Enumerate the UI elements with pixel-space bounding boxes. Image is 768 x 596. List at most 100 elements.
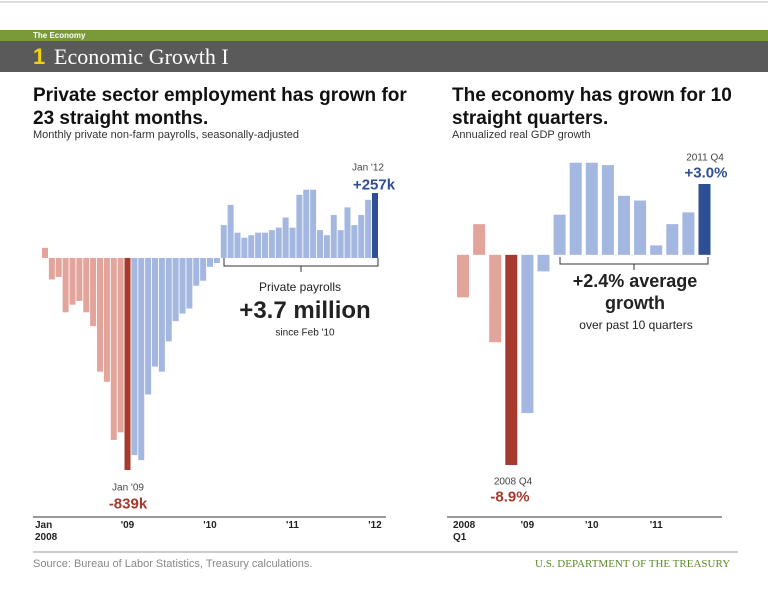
x-tick-label: '09	[520, 520, 535, 531]
x-tick-label: '12	[368, 520, 382, 531]
bracket	[223, 258, 379, 272]
annotation: +2.4% average growth	[572, 271, 698, 313]
section-band	[0, 30, 768, 41]
bar	[186, 257, 193, 309]
bar	[282, 217, 289, 258]
bar	[296, 194, 303, 258]
bar	[537, 254, 550, 272]
bar	[666, 224, 679, 255]
bar	[634, 200, 647, 255]
bar	[117, 257, 124, 433]
bar	[601, 165, 614, 255]
bar	[310, 189, 317, 258]
annotation: 2011 Q4	[686, 152, 724, 164]
bar	[145, 257, 152, 395]
bar	[344, 207, 351, 258]
bracket	[559, 257, 709, 270]
annotation: since Feb '10	[275, 327, 335, 339]
section-label: The Economy	[33, 31, 86, 40]
bar	[317, 230, 323, 258]
bar	[618, 195, 630, 255]
bar	[365, 199, 372, 258]
chart-title: Private sector employment has grown for …	[33, 85, 407, 129]
bar	[330, 214, 337, 258]
bar	[42, 247, 48, 258]
bar	[76, 257, 83, 301]
bar	[124, 257, 131, 470]
value-label: +257k	[352, 176, 396, 194]
bar	[220, 225, 227, 258]
section-title: Economic Growth I	[54, 44, 229, 69]
chart-subtitle: Annualized real GDP growth	[452, 129, 591, 141]
bar	[83, 257, 90, 313]
bar	[255, 232, 262, 258]
bar	[521, 254, 534, 414]
annotation: Jan '12	[352, 162, 384, 174]
bar	[213, 257, 220, 264]
x-tick-label: '11	[286, 520, 299, 531]
bar	[457, 254, 469, 298]
bar	[489, 254, 502, 343]
section-number: 1	[33, 44, 46, 69]
bar	[227, 204, 234, 258]
bar	[682, 212, 695, 255]
bar	[289, 227, 296, 258]
bar	[103, 257, 110, 382]
bar	[268, 230, 275, 258]
x-tick-label: '10	[203, 520, 217, 531]
x-tick-label: '09	[120, 520, 135, 531]
bar	[152, 257, 158, 367]
bar	[110, 257, 117, 440]
bar	[248, 235, 255, 258]
bar	[97, 257, 103, 372]
bar	[337, 230, 344, 258]
chart-title: The economy has grown for 10 straight qu…	[452, 85, 732, 129]
bar	[505, 254, 518, 465]
x-tick-label: '11	[649, 520, 663, 531]
bar	[165, 257, 172, 342]
bar	[234, 232, 241, 258]
bar	[650, 245, 663, 255]
bar	[262, 232, 268, 258]
bar	[131, 257, 138, 456]
bar	[193, 257, 200, 286]
bar	[138, 257, 145, 461]
bar	[569, 162, 582, 255]
annotation: Private payrolls	[258, 280, 342, 294]
bar	[323, 235, 330, 258]
bar	[585, 162, 598, 255]
bar	[351, 225, 358, 258]
bar	[55, 257, 62, 277]
annotation: over past 10 quarters	[579, 318, 693, 332]
bar	[200, 257, 207, 281]
bar	[372, 193, 378, 258]
source: Source: Bureau of Labor Statistics, Trea…	[33, 558, 313, 570]
bar	[69, 257, 76, 305]
bar	[90, 257, 97, 327]
bar	[207, 257, 213, 267]
bar	[303, 189, 310, 258]
x-tick-label: '10	[585, 520, 599, 531]
bar	[158, 257, 165, 372]
bar	[241, 237, 248, 258]
bar	[172, 257, 179, 322]
bar	[698, 184, 711, 255]
x-tick-label: 2008 Q1	[453, 520, 476, 543]
bar	[358, 214, 365, 258]
annotation: Jan '09	[112, 482, 144, 494]
value-label: -8.9%	[490, 488, 530, 506]
value-label: +3.0%	[684, 164, 728, 182]
bar	[473, 224, 486, 255]
bar	[553, 214, 566, 255]
bar	[179, 257, 186, 314]
bar	[275, 227, 282, 258]
x-tick-label: Jan 2008	[35, 520, 58, 543]
value-label: -839k	[108, 495, 148, 513]
annotation: 2008 Q4	[493, 476, 533, 488]
annotation: +3.7 million	[239, 297, 371, 324]
bar	[48, 257, 55, 280]
title-band	[0, 41, 768, 72]
agency: U.S. DEPARTMENT OF THE TREASURY	[535, 558, 731, 570]
